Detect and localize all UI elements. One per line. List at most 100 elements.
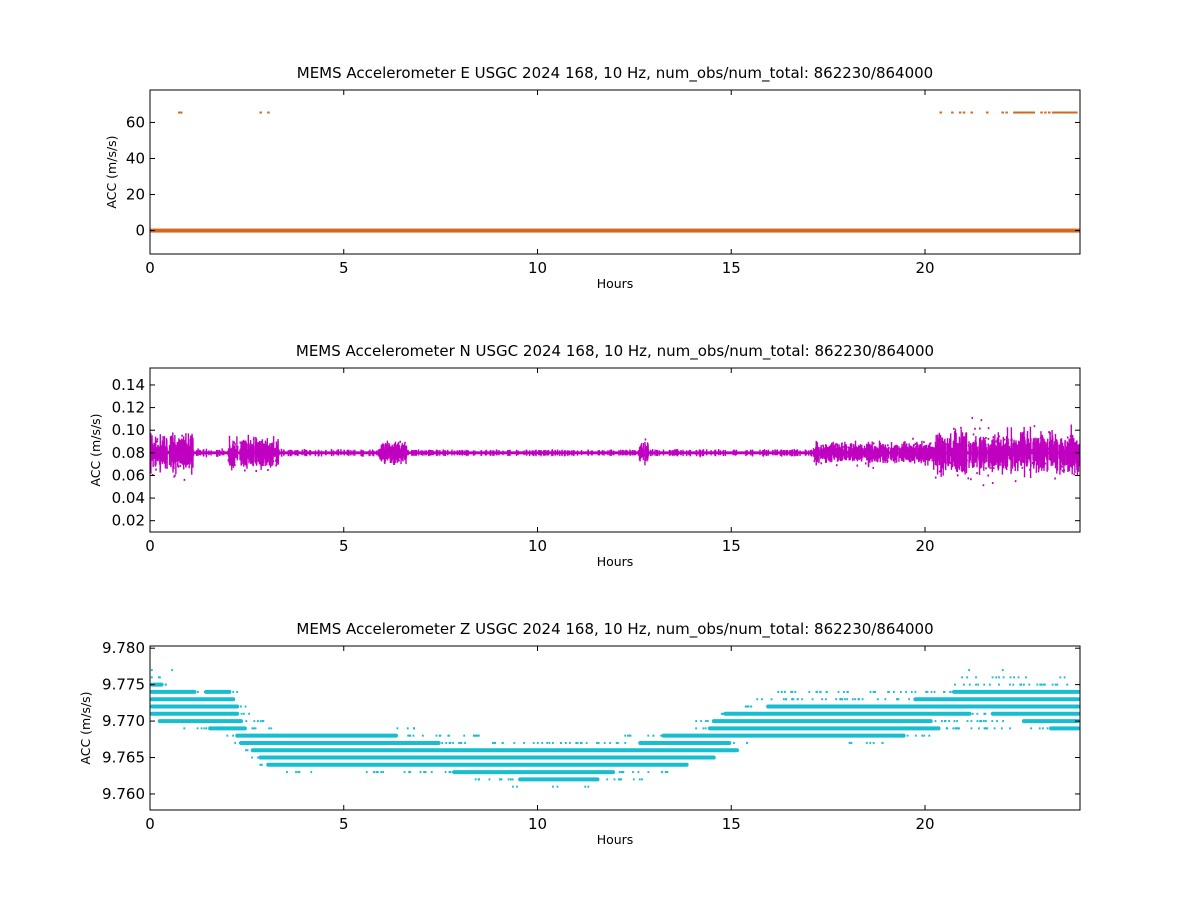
data-point xyxy=(484,450,487,456)
data-point xyxy=(296,450,298,456)
data-point xyxy=(977,683,980,686)
data-point xyxy=(350,450,352,456)
data-point xyxy=(1003,445,1005,464)
data-point xyxy=(928,451,931,454)
data-point xyxy=(1032,459,1035,462)
data-point xyxy=(655,449,658,456)
data-point xyxy=(507,450,510,456)
data-point xyxy=(156,438,159,441)
data-point xyxy=(449,771,452,774)
data-point xyxy=(187,433,190,456)
data-point xyxy=(184,442,186,445)
data-point xyxy=(178,438,180,460)
data-point xyxy=(979,427,981,430)
data-point xyxy=(884,448,887,457)
data-point xyxy=(979,442,982,467)
y-axis-label: ACC (m/s/s) xyxy=(78,691,93,764)
data-point xyxy=(1015,440,1017,457)
data-point xyxy=(892,450,895,462)
data-point xyxy=(380,448,383,459)
data-point xyxy=(1026,431,1029,459)
data-point xyxy=(1013,676,1015,679)
data-point xyxy=(852,449,855,452)
data-point xyxy=(991,439,993,460)
data-point xyxy=(641,448,643,458)
data-point xyxy=(498,450,500,456)
data-point xyxy=(822,444,824,447)
data-point xyxy=(159,676,161,679)
data-point xyxy=(624,450,626,456)
data-point xyxy=(986,727,989,730)
data-point xyxy=(947,464,949,467)
data-point xyxy=(820,445,822,459)
data-point xyxy=(906,734,909,737)
data-point xyxy=(934,476,937,479)
data-point xyxy=(863,449,865,456)
data-point xyxy=(286,771,288,774)
data-point xyxy=(1015,111,1018,114)
data-point xyxy=(823,448,825,458)
data-band xyxy=(1021,719,1080,724)
data-point xyxy=(1010,439,1012,442)
data-point xyxy=(392,455,394,458)
data-point xyxy=(1009,683,1011,686)
data-point xyxy=(886,447,888,459)
data-point xyxy=(571,450,573,456)
data-point xyxy=(180,441,182,463)
data-point xyxy=(424,771,427,774)
data-point xyxy=(662,449,665,456)
data-point xyxy=(836,443,839,462)
data-point xyxy=(642,446,644,457)
data-point xyxy=(808,690,811,693)
data-point xyxy=(874,690,877,693)
data-point xyxy=(811,698,814,701)
data-band xyxy=(518,777,600,782)
data-point xyxy=(493,450,495,456)
data-point xyxy=(552,741,554,744)
data-point xyxy=(1014,443,1016,461)
data-point xyxy=(389,450,391,460)
data-point xyxy=(983,461,986,464)
data-point xyxy=(882,444,884,461)
data-point xyxy=(616,741,619,744)
data-point xyxy=(864,454,866,457)
data-point xyxy=(841,446,843,449)
data-point xyxy=(950,457,953,460)
data-point xyxy=(261,439,264,463)
data-point xyxy=(751,449,754,456)
data-point xyxy=(1005,111,1008,114)
data-point xyxy=(467,450,470,456)
data-point xyxy=(208,450,210,456)
data-point xyxy=(492,741,494,744)
data-point xyxy=(217,449,219,457)
y-tick-label: 9.760 xyxy=(102,785,145,803)
data-point xyxy=(976,447,978,458)
data-point xyxy=(916,445,918,460)
data-point xyxy=(168,445,171,466)
data-point xyxy=(929,442,932,445)
data-point xyxy=(1033,457,1035,460)
data-point xyxy=(920,459,923,462)
data-point xyxy=(1019,683,1022,686)
data-point xyxy=(955,449,957,458)
data-point xyxy=(622,771,624,774)
data-point xyxy=(245,444,247,465)
data-point xyxy=(179,439,181,457)
data-point xyxy=(1028,442,1031,456)
data-point xyxy=(167,450,170,453)
data-point xyxy=(439,734,442,737)
data-point xyxy=(998,683,1000,686)
data-point xyxy=(384,459,386,462)
data-point xyxy=(173,475,175,478)
data-point xyxy=(165,438,168,456)
data-point xyxy=(536,741,539,744)
data-point xyxy=(458,450,460,456)
data-point xyxy=(893,458,896,461)
data-point xyxy=(954,683,956,686)
data-point xyxy=(421,734,424,737)
data-point xyxy=(178,111,181,114)
data-point xyxy=(531,450,533,456)
data-point xyxy=(1032,446,1035,459)
data-point xyxy=(816,690,818,693)
data-point xyxy=(183,455,185,458)
